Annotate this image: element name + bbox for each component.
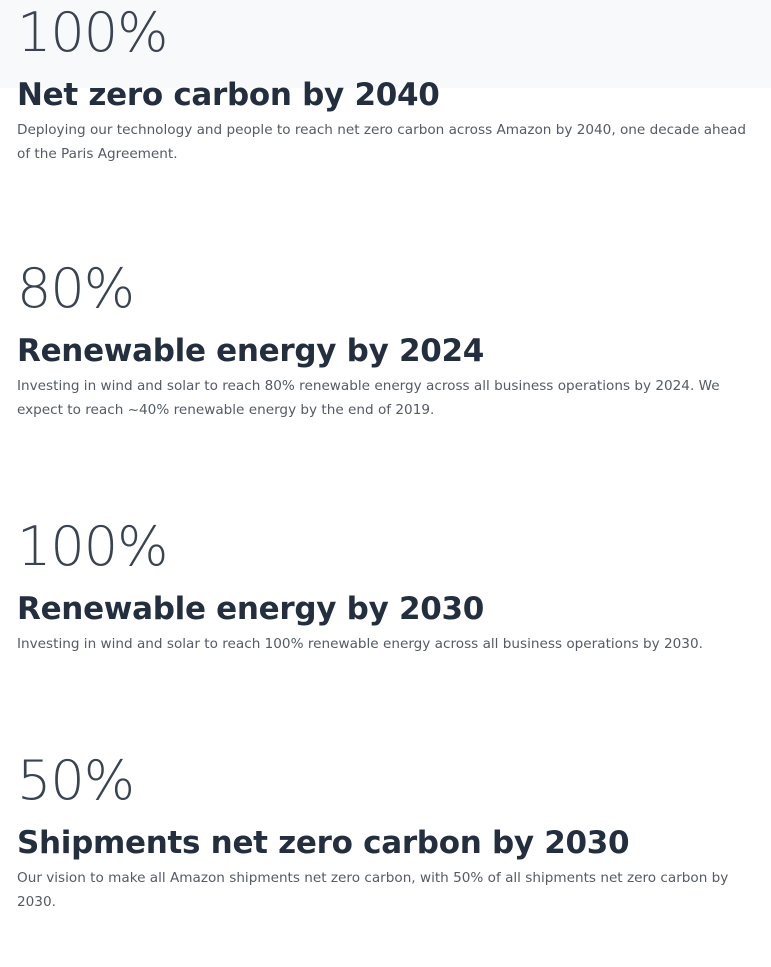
goal-renewable-2024: 80% Renewable energy by 2024 Investing i… (17, 262, 762, 422)
goal-description: Investing in wind and solar to reach 100… (17, 635, 703, 652)
goal-title: Renewable energy by 2030 (17, 591, 485, 627)
goal-shipments-2030: 50% Shipments net zero carbon by 2030 Ou… (17, 754, 762, 914)
goal-title: Net zero carbon by 2040 (17, 77, 440, 113)
goal-percent: 100% (17, 515, 168, 578)
goal-title: Shipments net zero carbon by 2030 (17, 825, 630, 861)
goal-title: Renewable energy by 2024 (17, 333, 485, 369)
goal-percent: 50% (17, 749, 135, 812)
goal-percent: 100% (17, 1, 168, 64)
goal-renewable-2030: 100% Renewable energy by 2030 Investing … (17, 520, 762, 656)
goal-net-zero-2040: 100% Net zero carbon by 2040 Deploying o… (17, 6, 762, 166)
goal-description: Our vision to make all Amazon shipments … (17, 869, 729, 910)
goal-description: Investing in wind and solar to reach 80%… (17, 377, 720, 418)
goal-description: Deploying our technology and people to r… (17, 121, 746, 162)
top-band-background (0, 0, 771, 88)
goal-percent: 80% (17, 257, 135, 320)
